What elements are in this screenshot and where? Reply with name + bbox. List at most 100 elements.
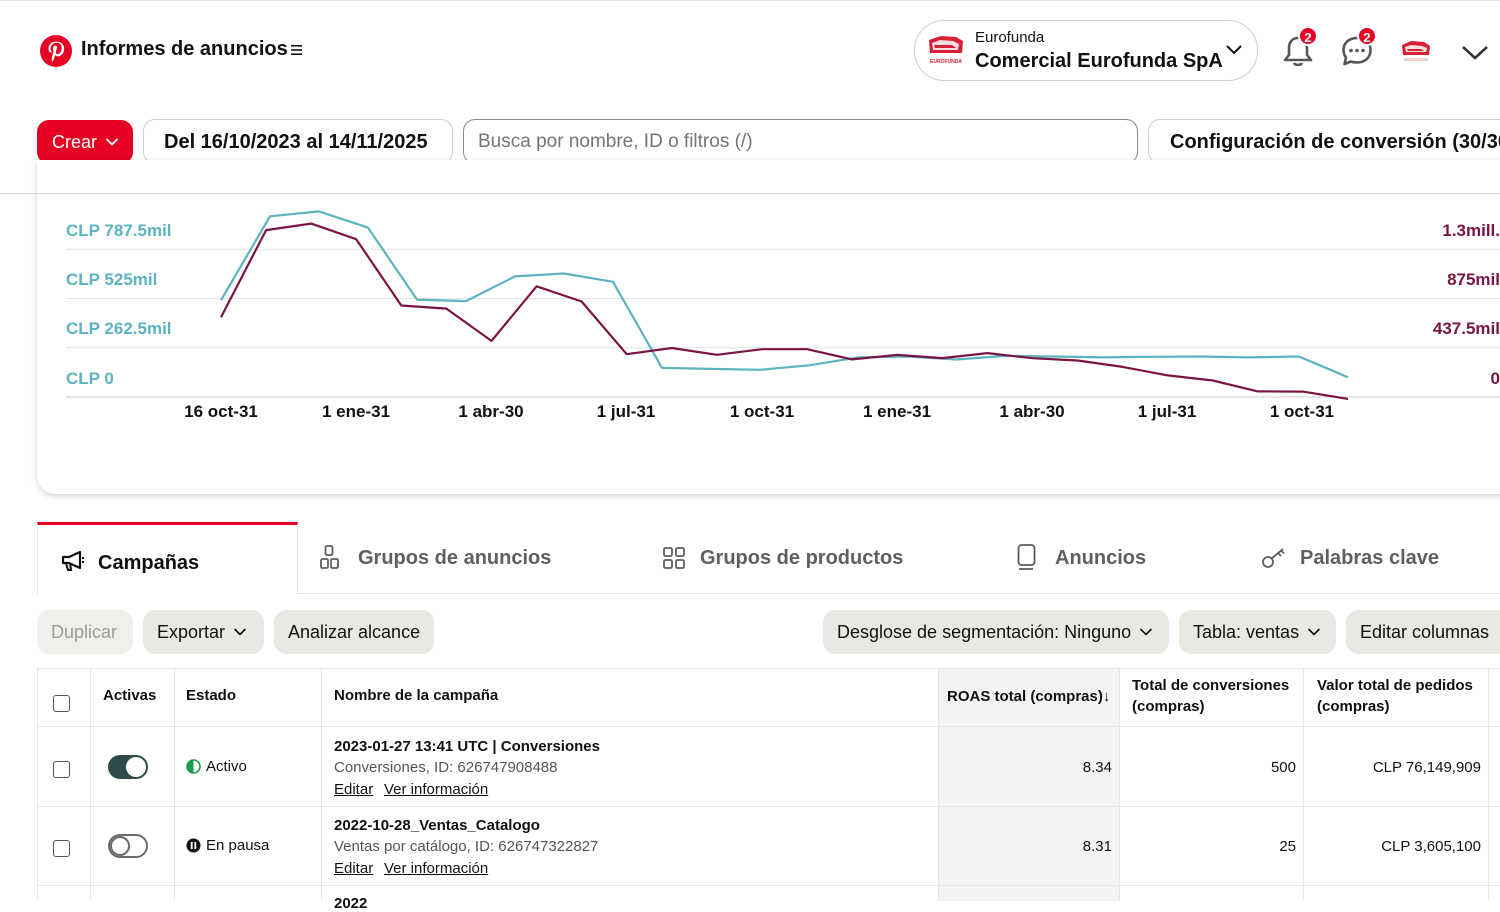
toolbar-separator (0, 193, 1500, 194)
y-left-tick-label: CLP 262.5mil (66, 319, 172, 338)
conversions-value: 500 (1270, 759, 1296, 776)
chevron-down-icon (233, 628, 247, 636)
tab-keywords[interactable]: Palabras clave (1257, 522, 1500, 594)
segmentation-breakdown-dropdown[interactable]: Desglose de segmentación: Ninguno (823, 610, 1169, 654)
tab-label: Grupos de productos (700, 547, 904, 569)
column-divider (1119, 669, 1120, 901)
view-info-link[interactable]: Ver información (384, 860, 489, 877)
account-switcher[interactable]: EUROFUNDA Eurofunda Comercial Eurofunda … (914, 20, 1258, 81)
column-header-name[interactable]: Nombre de la campaña (334, 687, 499, 704)
tab-label: Grupos de anuncios (358, 547, 552, 569)
x-tick-label: 1 abr-30 (999, 402, 1065, 421)
account-company: Comercial Eurofunda SpA (975, 50, 1223, 72)
phone-icon (1017, 544, 1036, 570)
menu-icon[interactable] (289, 40, 307, 60)
ad-groups-icon (320, 545, 339, 569)
search-input[interactable] (463, 119, 1138, 164)
series-line-2 (220, 222, 1349, 400)
tab-bar: Campañas Grupos de anuncios Grupos de pr… (37, 522, 1500, 594)
grid-icon (663, 547, 685, 569)
profile-avatar-icon[interactable] (1400, 38, 1432, 64)
app-title: Informes de anuncios (81, 38, 288, 60)
table-view-label: Tabla: ventas (1193, 622, 1300, 642)
tab-label: Campañas (98, 552, 200, 574)
active-toggle[interactable] (108, 834, 148, 858)
account-name: Eurofunda (975, 29, 1045, 46)
edit-link[interactable]: Editar (334, 781, 374, 798)
header: Informes de anuncios EUROFUNDA Eurofunda… (0, 0, 1500, 100)
x-tick-label: 1 oct-31 (1269, 402, 1335, 421)
chevron-down-icon (105, 138, 119, 146)
chevron-down-icon (1308, 628, 1321, 636)
y-right-tick-label: 875mil (1447, 270, 1500, 289)
column-divider (174, 669, 175, 901)
tab-label: Palabras clave (1300, 547, 1439, 569)
create-button[interactable]: Crear (37, 120, 133, 164)
toggle-knob (126, 757, 146, 777)
account-menu-chevron-icon[interactable] (1460, 42, 1490, 62)
row-divider (38, 726, 1500, 727)
conversion-settings-button[interactable]: Configuración de conversión (30/30 (1148, 119, 1500, 164)
top-border (0, 0, 1500, 1)
edit-columns-button[interactable]: Editar columnas (1346, 610, 1500, 654)
x-tick-label: 1 ene-31 (862, 402, 932, 421)
pause-icon (186, 838, 201, 853)
column-header-active[interactable]: Activas (103, 687, 157, 704)
chevron-down-icon (1140, 628, 1153, 636)
conversions-value: 25 (1279, 838, 1296, 855)
column-divider (90, 669, 91, 901)
x-tick-label: 1 oct-31 (729, 402, 795, 421)
table-view-dropdown[interactable]: Tabla: ventas (1179, 610, 1336, 654)
toggle-knob (110, 836, 130, 856)
campaign-subtitle: Ventas por catálogo, ID: 626747322827 (334, 838, 599, 855)
performance-chart (66, 210, 1500, 400)
y-left-tick-label: CLP 787.5mil (66, 221, 172, 240)
campaign-name[interactable]: 2022-10-28_Ventas_Catalogo (334, 817, 540, 834)
row-checkbox[interactable] (53, 761, 70, 778)
account-logo-text: EUROFUNDA (930, 59, 962, 65)
status-text: Activo (206, 758, 247, 775)
tab-product-groups[interactable]: Grupos de productos (647, 522, 967, 594)
row-divider (38, 885, 1500, 886)
key-icon (1262, 548, 1285, 568)
y-right-tick-label: 437.5mil (1432, 319, 1500, 338)
tab-campaigns[interactable]: Campañas (37, 522, 298, 594)
column-divider (938, 669, 939, 901)
export-button[interactable]: Exportar (143, 610, 264, 654)
duplicate-button[interactable]: Duplicar (37, 610, 133, 654)
x-tick-label: 1 ene-31 (321, 402, 391, 421)
column-header-conversions[interactable]: Total de conversiones (compras) (1132, 677, 1289, 735)
date-range-button[interactable]: Del 16/10/2023 al 14/11/2025 (143, 119, 453, 164)
chevron-down-icon (1226, 45, 1242, 55)
campaign-name[interactable]: 2023-01-27 13:41 UTC | Conversiones (334, 738, 600, 755)
series-line-1 (220, 210, 1349, 379)
select-all-checkbox[interactable] (53, 695, 70, 712)
x-tick-label: 16 oct-31 (184, 402, 258, 421)
edit-link[interactable]: Editar (334, 860, 374, 877)
column-divider (1303, 669, 1304, 901)
roas-value: 8.31 (1082, 838, 1112, 855)
y-right-tick-label: 1.3mill. (1442, 221, 1500, 240)
campaigns-table: Activas Estado Nombre de la campaña ROAS… (37, 668, 1500, 912)
row-checkbox[interactable] (53, 840, 70, 857)
column-header-line: Total de conversiones (1132, 677, 1290, 694)
export-button-label: Exportar (157, 622, 226, 642)
campaign-name[interactable]: 2022 (334, 895, 368, 912)
account-logo-icon: EUROFUNDA (928, 36, 964, 65)
column-header-status[interactable]: Estado (186, 687, 237, 704)
notifications-badge: 2 (1298, 26, 1318, 46)
column-header-roas[interactable]: ROAS total (compras)↓ (947, 688, 1111, 705)
active-toggle[interactable] (108, 755, 148, 779)
create-button-label: Crear (52, 132, 98, 152)
pinterest-logo-icon[interactable] (40, 35, 72, 67)
x-tick-label: 1 jul-31 (1137, 402, 1197, 421)
column-header-order-value[interactable]: Valor total de pedidos (compras) (1317, 677, 1473, 735)
analyze-reach-button[interactable]: Analizar alcance (274, 610, 434, 654)
breakdown-label: Desglose de segmentación: Ninguno (837, 622, 1132, 642)
messages-badge: 2 (1357, 26, 1377, 46)
view-info-link[interactable]: Ver información (384, 781, 489, 798)
sorted-column-highlight (939, 669, 1120, 901)
tab-ad-groups[interactable]: Grupos de anuncios (299, 522, 619, 594)
messages-icon[interactable] (1340, 34, 1374, 68)
tab-ads[interactable]: Anuncios (1007, 522, 1227, 594)
